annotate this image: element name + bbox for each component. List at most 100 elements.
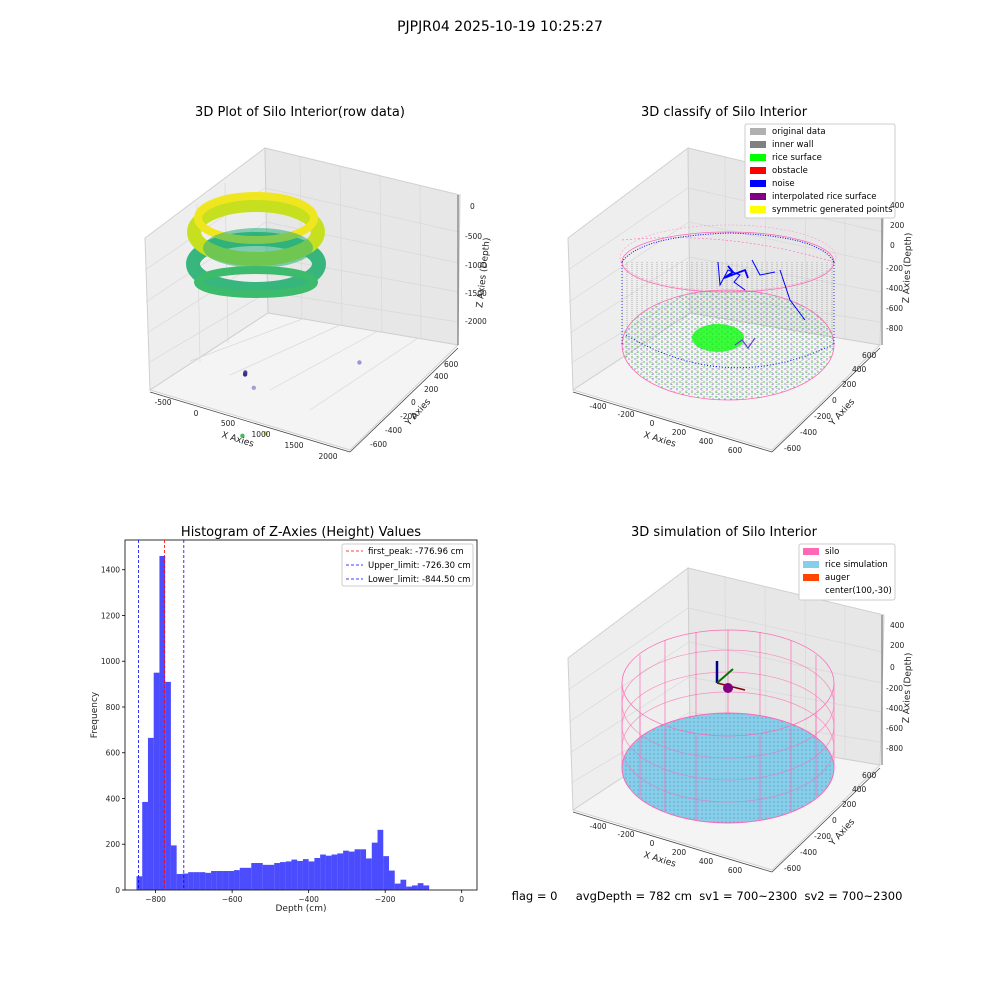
auger-marker bbox=[715, 661, 746, 693]
x-tick: 0 bbox=[650, 839, 655, 848]
histogram-bar bbox=[308, 861, 315, 890]
z-tick: 0 bbox=[890, 663, 895, 672]
z-tick: -200 bbox=[886, 684, 903, 693]
panel4-silo-wireframe bbox=[621, 629, 835, 824]
x-tick-label: 0 bbox=[459, 895, 464, 904]
panel1-y-ticks: -600 -400 -200 0 200 400 600 bbox=[370, 360, 459, 449]
y-tick: -600 bbox=[784, 864, 801, 873]
histogram-bar bbox=[337, 853, 344, 890]
legend-item-rice-simulation: rice simulation bbox=[803, 560, 888, 570]
histogram-bar bbox=[285, 861, 292, 890]
panel4-z-label: Z Axies (Depth) bbox=[902, 653, 914, 724]
histogram-bar bbox=[383, 856, 389, 890]
y-tick-label: 400 bbox=[106, 794, 121, 803]
x-tick: 400 bbox=[699, 437, 714, 446]
histogram-bar bbox=[193, 872, 200, 890]
panel2-title: 3D classify of Silo Interior bbox=[641, 105, 808, 120]
legend-label: obstacle bbox=[772, 166, 808, 176]
y-tick: 200 bbox=[842, 380, 857, 389]
z-tick: -1000 bbox=[465, 261, 487, 270]
histogram-bar bbox=[297, 860, 303, 890]
histogram-bar bbox=[314, 857, 321, 890]
panel-classify: 3D classify of Silo Interior bbox=[567, 105, 914, 455]
y-tick: 0 bbox=[411, 398, 416, 407]
y-tick: -400 bbox=[800, 428, 817, 437]
y-tick-label: 200 bbox=[106, 840, 121, 849]
x-tick: -200 bbox=[617, 830, 634, 839]
histogram-bar bbox=[147, 737, 154, 890]
panel2-z-label: Z Axies (Depth) bbox=[902, 233, 914, 304]
histogram-bar bbox=[251, 863, 257, 890]
y-tick-label: 600 bbox=[106, 749, 121, 758]
legend-label: rice simulation bbox=[825, 560, 888, 570]
histogram-bar bbox=[279, 862, 286, 890]
legend-label: symmetric generated points bbox=[772, 205, 893, 215]
histogram-bar bbox=[360, 849, 367, 890]
y-tick: 0 bbox=[832, 816, 837, 825]
histogram-bar bbox=[411, 885, 418, 890]
histogram-bar bbox=[239, 867, 246, 890]
y-tick-label: 1400 bbox=[101, 566, 120, 575]
histogram-bar bbox=[165, 681, 171, 890]
y-tick: 400 bbox=[434, 372, 449, 381]
histogram-bar bbox=[389, 870, 395, 890]
histogram-bar bbox=[325, 855, 332, 890]
histogram-bar bbox=[199, 872, 206, 890]
y-tick: -200 bbox=[814, 412, 831, 421]
x-tick-label: −400 bbox=[298, 895, 319, 904]
x-tick: 200 bbox=[672, 848, 687, 857]
z-tick: 0 bbox=[470, 202, 475, 211]
x-tick: 600 bbox=[728, 446, 743, 455]
z-tick: -2000 bbox=[465, 317, 487, 326]
legend-label: first_peak: -776.96 cm bbox=[368, 547, 464, 557]
histogram-bar bbox=[136, 876, 143, 890]
histogram-bar bbox=[291, 859, 298, 890]
legend-item-rice-surface: rice surface bbox=[750, 153, 822, 163]
y-tick-label: 800 bbox=[106, 703, 121, 712]
histogram-bar bbox=[371, 842, 378, 890]
y-tick-label: 1000 bbox=[101, 657, 120, 666]
y-tick: 600 bbox=[862, 351, 877, 360]
histogram-y-ticks: 0 200 400 600 800 1000 1200 1400 bbox=[101, 566, 125, 895]
x-tick: 1500 bbox=[284, 441, 303, 450]
legend-item-auger: auger bbox=[803, 573, 850, 583]
histogram-bar bbox=[262, 864, 269, 890]
panel1-x-ticks: -500 0 500 1000 1500 2000 bbox=[154, 398, 337, 461]
legend-label: rice surface bbox=[772, 153, 822, 163]
panel3-title: Histogram of Z-Axies (Height) Values bbox=[181, 525, 421, 540]
histogram-bar bbox=[302, 859, 309, 890]
histogram-bar bbox=[142, 801, 148, 890]
histogram-bar bbox=[234, 870, 240, 890]
histogram-x-label: Depth (cm) bbox=[275, 904, 326, 914]
z-tick: 400 bbox=[890, 621, 905, 630]
panel1-axes-box bbox=[144, 147, 461, 453]
histogram-bar bbox=[366, 858, 372, 890]
panel4-title: 3D simulation of Silo Interior bbox=[631, 525, 818, 540]
x-tick: 1000 bbox=[251, 430, 270, 439]
histogram-bar bbox=[257, 863, 263, 890]
legend-label: inner wall bbox=[772, 140, 813, 150]
x-tick: -500 bbox=[154, 398, 171, 407]
z-tick: -600 bbox=[886, 724, 903, 733]
z-tick: 200 bbox=[890, 221, 905, 230]
y-tick: -200 bbox=[814, 832, 831, 841]
histogram-bar bbox=[377, 829, 384, 890]
histogram-bar bbox=[274, 863, 280, 890]
panel4-x-ticks: -400 -200 0 200 400 600 bbox=[589, 822, 742, 875]
panel1-x-label: X Axies bbox=[220, 430, 255, 449]
panel1-z-ticks: 0 -500 -1000 -1500 -2000 bbox=[465, 202, 487, 326]
histogram-bar bbox=[343, 850, 349, 890]
legend-label: Upper_limit: -726.30 cm bbox=[368, 561, 471, 571]
z-tick: -800 bbox=[886, 324, 903, 333]
histogram-bar bbox=[228, 871, 235, 890]
x-tick: 0 bbox=[194, 409, 199, 418]
panel4-y-ticks: -600 -400 -200 0 200 400 600 bbox=[784, 771, 877, 873]
panel4-legend: silo rice simulation auger center(100,-3… bbox=[798, 543, 896, 601]
histogram-bars bbox=[136, 556, 430, 890]
y-tick: -400 bbox=[800, 848, 817, 857]
panel1-z-label: Z Axies (Depth) bbox=[475, 237, 492, 308]
x-tick: -400 bbox=[589, 402, 606, 411]
legend-item-lower-limit: Lower_limit: -844.50 cm bbox=[346, 575, 470, 585]
panel1-title: 3D Plot of Silo Interior(row data) bbox=[195, 105, 405, 120]
